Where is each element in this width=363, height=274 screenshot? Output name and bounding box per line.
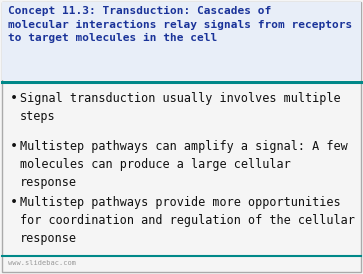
Text: www.slidebac.com: www.slidebac.com [8, 260, 76, 266]
Text: •: • [10, 196, 18, 209]
Text: Signal transduction usually involves multiple
steps: Signal transduction usually involves mul… [20, 92, 340, 123]
Text: •: • [10, 92, 18, 105]
Text: Multistep pathways provide more opportunities
for coordination and regulation of: Multistep pathways provide more opportun… [20, 196, 355, 245]
Bar [2, 2, 361, 80]
Text: Multistep pathways can amplify a signal: A few
molecules can produce a large cel: Multistep pathways can amplify a signal:… [20, 140, 348, 189]
Text: •: • [10, 140, 18, 153]
Text: Concept 11.3: Transduction: Cascades of
molecular interactions relay signals fro: Concept 11.3: Transduction: Cascades of … [8, 6, 352, 43]
